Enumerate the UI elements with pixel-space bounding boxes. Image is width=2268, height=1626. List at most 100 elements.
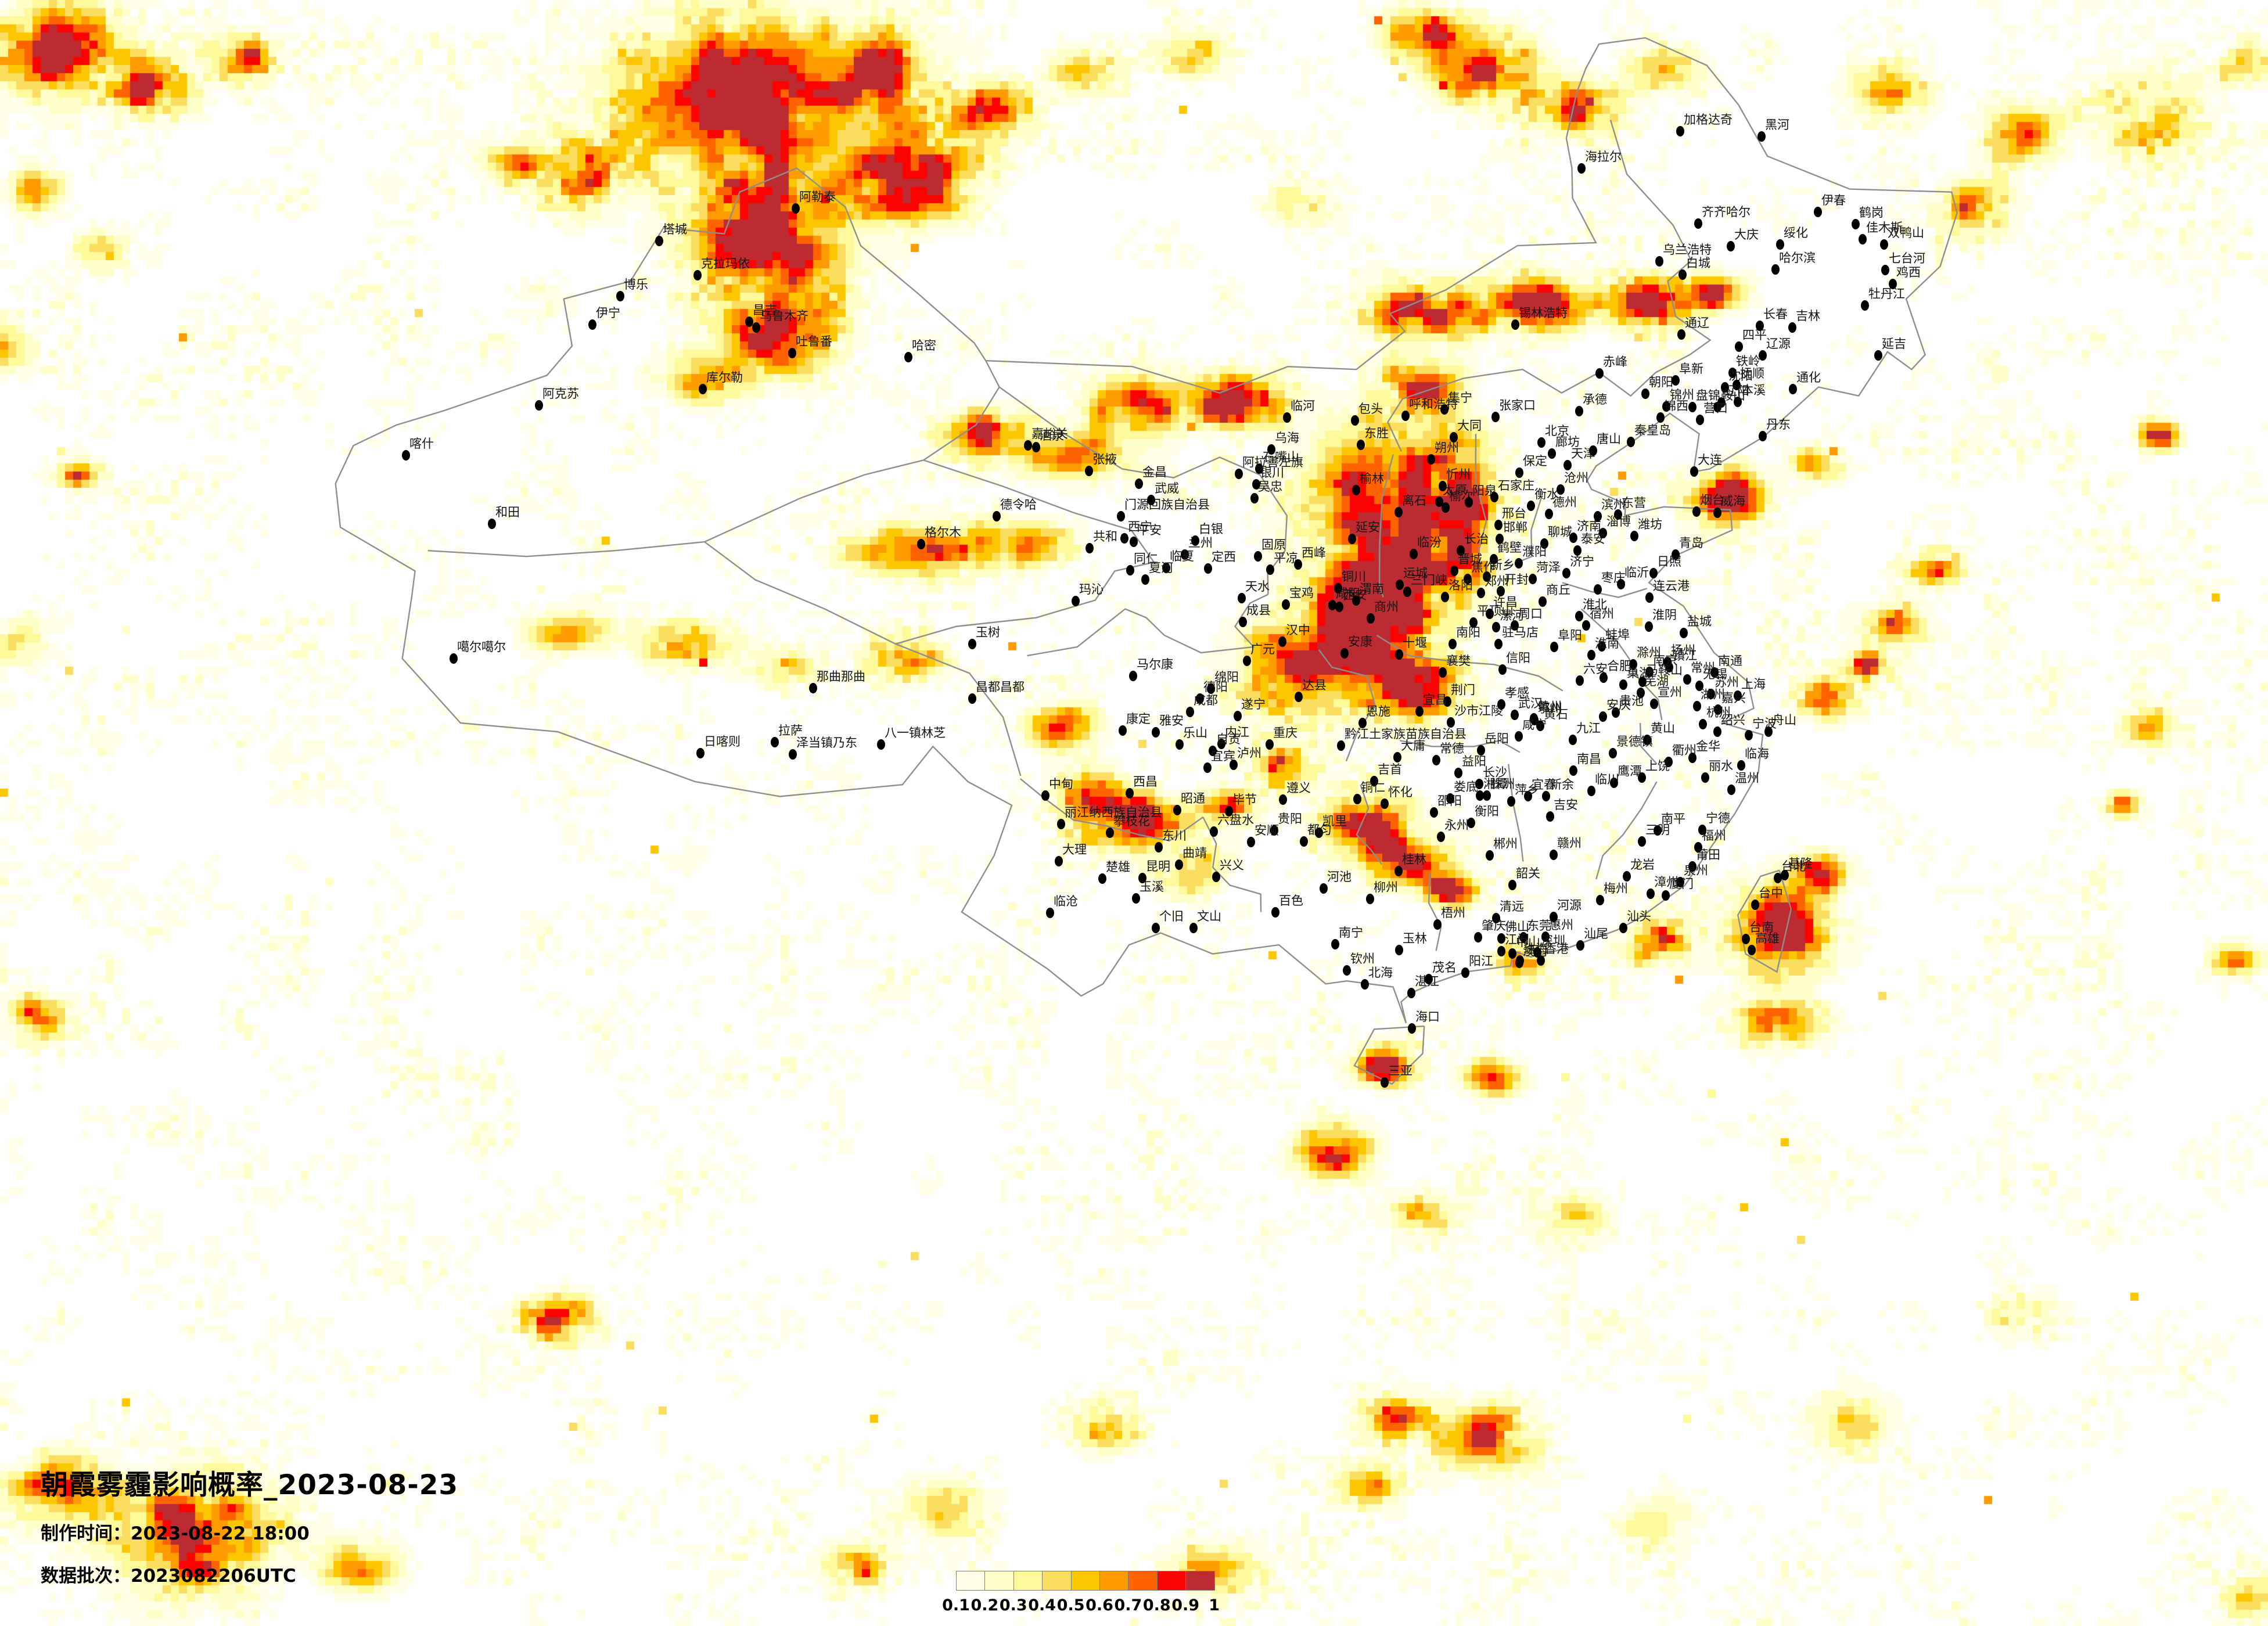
city-label: 南平 [1661, 812, 1685, 826]
city-label: 吉安 [1554, 798, 1578, 812]
city-dot-icon [1443, 696, 1451, 707]
city-dot-icon [1623, 871, 1631, 882]
city-label: 衡水 [1534, 487, 1559, 501]
city-dot-icon [1519, 932, 1527, 942]
city-label: 廊坊 [1555, 435, 1580, 449]
city-dot-icon [1477, 588, 1485, 598]
city-dot-icon [1617, 579, 1625, 589]
city-label: 四平 [1742, 328, 1767, 342]
city-label: 泸州 [1237, 746, 1261, 760]
city-label: 海口 [1415, 1010, 1440, 1024]
city-dot-icon [1596, 895, 1604, 905]
city-dot-icon [1880, 239, 1888, 250]
legend-swatch [1128, 1571, 1158, 1591]
city-label: 盘锦 [1696, 388, 1720, 402]
city-dot-icon [1467, 818, 1475, 828]
city-dot-icon [1696, 415, 1704, 425]
city-dot-icon [1497, 699, 1505, 710]
city-label: 台北 [1781, 859, 1806, 873]
city-label: 常德 [1440, 742, 1464, 756]
country-outline [335, 37, 1958, 1024]
city-dot-icon [1483, 571, 1491, 582]
city-dot-icon [1367, 613, 1375, 624]
city-label: 吉林 [1796, 309, 1820, 323]
city-dot-icon [1545, 509, 1553, 519]
city-label: 宣州 [1658, 685, 1682, 699]
city-label: 兴义 [1220, 858, 1244, 872]
city-label: 伊春 [1821, 193, 1846, 207]
city-label: 钦州 [1350, 952, 1375, 966]
city-dot-icon [1432, 755, 1440, 765]
city-label: 台南 [1749, 920, 1774, 934]
city-dot-icon [1393, 752, 1401, 762]
city-dot-icon [1117, 511, 1125, 521]
city-label: 滁州 [1637, 646, 1661, 660]
city-label: 西宁 [1128, 520, 1152, 534]
city-label: 格尔木 [925, 526, 961, 539]
city-label: 铁岭 [1736, 354, 1760, 368]
city-dot-icon [1859, 234, 1867, 244]
city-label: 永州 [1444, 818, 1469, 832]
city-label: 临汾 [1417, 535, 1442, 549]
city-dot-icon [1759, 350, 1767, 361]
city-dot-icon [1217, 739, 1225, 749]
city-label: 东川 [1162, 829, 1187, 843]
city-dot-icon [1155, 842, 1163, 852]
city-label: 平安 [1137, 523, 1162, 537]
city-dot-icon [1278, 636, 1286, 647]
island-outline [1737, 869, 1792, 973]
city-label: 九江 [1576, 721, 1601, 735]
city-label: 南京 [1653, 653, 1677, 667]
city-dot-icon [1126, 565, 1134, 575]
city-dot-icon [1401, 411, 1410, 421]
city-dot-icon [1594, 584, 1602, 595]
city-label: 赣州 [1557, 836, 1582, 850]
city-dot-icon [1098, 873, 1106, 884]
city-label: 内江 [1225, 725, 1249, 739]
city-dot-icon [1735, 341, 1743, 352]
city-dot-icon [877, 739, 885, 750]
city-label: 大庸 [1401, 739, 1425, 753]
city-label: 离石 [1402, 494, 1426, 508]
city-label: 邢台 [1502, 506, 1526, 520]
city-label: 莆田 [1696, 848, 1720, 862]
city-dot-icon [1629, 659, 1637, 670]
city-label: 中甸 [1049, 777, 1073, 791]
city-dot-icon [1599, 528, 1607, 538]
city-label: 临海 [1745, 747, 1769, 761]
city-dot-icon [1515, 731, 1523, 742]
city-dot-icon [789, 749, 797, 760]
city-label: 牡丹江 [1868, 287, 1905, 301]
city-dot-icon [1046, 908, 1054, 918]
city-dot-icon [1737, 760, 1745, 771]
city-dot-icon [1537, 955, 1545, 966]
city-label: 齐齐哈尔 [1702, 205, 1751, 219]
city-label: 高雄 [1755, 931, 1780, 945]
city-dot-icon [917, 539, 925, 549]
city-dot-icon [1728, 368, 1737, 378]
city-dot-icon [1492, 622, 1500, 632]
city-label: 延安 [1356, 520, 1380, 534]
city-label: 厦门 [1669, 877, 1694, 891]
city-dot-icon [1600, 672, 1608, 683]
city-label: 吴忠 [1258, 480, 1282, 494]
city-dot-icon [1881, 265, 1889, 275]
city-dot-icon [1024, 440, 1032, 451]
city-label: 榆林 [1360, 472, 1384, 485]
city-label: 运城 [1403, 566, 1428, 580]
city-dot-icon [1352, 485, 1360, 495]
city-dot-icon [1106, 828, 1114, 838]
city-dot-icon [693, 270, 702, 280]
city-dot-icon [1203, 762, 1212, 773]
city-dot-icon [1394, 507, 1403, 517]
city-label: 遂宁 [1241, 697, 1266, 711]
city-label: 定西 [1212, 550, 1236, 564]
city-dot-icon [1751, 900, 1759, 910]
city-dot-icon [1721, 382, 1729, 393]
city-dot-icon [1300, 836, 1308, 847]
province-boundary [1387, 120, 1712, 452]
city-dot-icon [1573, 545, 1582, 556]
city-label: 温州 [1735, 771, 1759, 785]
city-dot-icon [1511, 710, 1519, 720]
city-dot-icon [1135, 479, 1143, 489]
